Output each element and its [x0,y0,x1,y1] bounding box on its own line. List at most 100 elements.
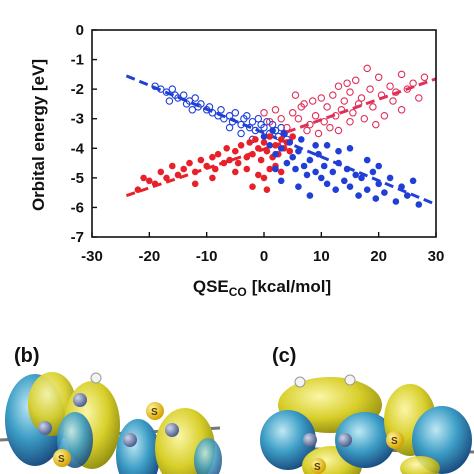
x-axis-title: QSECO [kcal/mol] [193,277,331,299]
data-point [188,106,197,114]
data-point [415,201,423,208]
data-point [381,189,388,196]
data-point [343,79,351,87]
data-point [291,91,300,99]
data-point [277,123,285,132]
data-point [260,139,268,146]
data-point [225,123,234,132]
data-point [357,94,366,102]
data-point [168,85,177,93]
data-point [140,174,147,182]
y-tick-label: -4 [71,140,85,157]
data-point [243,112,251,120]
sulfur-label-b1: S [151,407,158,418]
data-point [231,109,240,117]
data-point [363,186,371,193]
data-point [263,186,271,193]
y-tick-label: -7 [71,229,84,246]
data-point [372,120,380,129]
data-point [146,177,153,185]
data-point [191,180,199,188]
data-point [277,114,285,123]
data-point [232,168,239,176]
data-point [163,174,170,182]
data-point [134,186,142,193]
data-point [260,133,268,140]
x-tick-label: 10 [313,248,330,265]
data-point [397,106,406,114]
y-tick-label: -5 [71,170,84,187]
data-point [249,183,256,190]
x-axis-title-unit: [kcal/mol] [252,277,331,296]
data-point [335,147,342,155]
data-point [272,150,279,158]
trend-line [286,77,437,134]
data-point [297,103,306,111]
data-point [346,88,354,96]
data-point [349,109,357,117]
data-point [169,162,176,170]
data-point [254,114,263,123]
data-point [334,126,343,135]
sulfur-label-c2: S [314,462,321,473]
data-point [295,147,302,155]
data-point [420,73,429,82]
data-point [369,168,377,176]
data-point [318,174,325,182]
data-point [312,168,319,176]
data-point [237,142,245,149]
data-point [295,183,302,190]
data-point [300,162,308,170]
data-point [269,127,276,134]
data-point [260,123,268,132]
data-point [180,165,187,173]
data-point [329,168,337,176]
orbital-image-b: (b) S S [0,345,222,474]
data-point [386,174,394,182]
data-point [277,145,285,152]
data-point [363,156,371,164]
data-point [286,139,294,146]
data-point [186,159,193,167]
x-axis-title-subscript: CO [229,285,247,299]
data-point [312,142,319,149]
series-layer [125,64,437,208]
y-axis-ticks: 0 -1 -2 -3 -4 -5 -6 -7 [71,22,97,246]
sulfur-label-b2: S [58,454,65,465]
data-point [355,192,362,199]
data-point [332,186,340,193]
data-point [366,85,374,93]
data-point [317,94,326,102]
data-point [343,165,351,173]
data-point [397,70,406,79]
data-point [392,198,400,205]
data-point [277,168,285,176]
data-point [294,114,303,123]
data-point [232,147,239,155]
data-point [352,171,360,179]
data-point [306,192,314,199]
data-point [415,94,423,102]
data-point [375,180,383,188]
series-3 [260,127,423,208]
data-point [208,109,217,117]
data-point [197,156,205,164]
data-point [246,139,253,146]
data-point [277,177,285,185]
plot-frame [91,29,437,238]
data-point [260,109,268,117]
orbital-image-c: (c) S S [260,345,474,474]
data-point [263,117,271,126]
data-point [372,195,380,202]
data-point [358,174,365,182]
x-tick-label: 20 [370,248,387,265]
data-point [226,156,233,164]
trend-line [125,137,294,198]
data-point [314,129,323,138]
data-point [340,97,349,105]
data-point [245,123,254,132]
data-point [320,117,328,126]
data-point [298,136,305,143]
panel-b-label: (b) [14,345,40,367]
